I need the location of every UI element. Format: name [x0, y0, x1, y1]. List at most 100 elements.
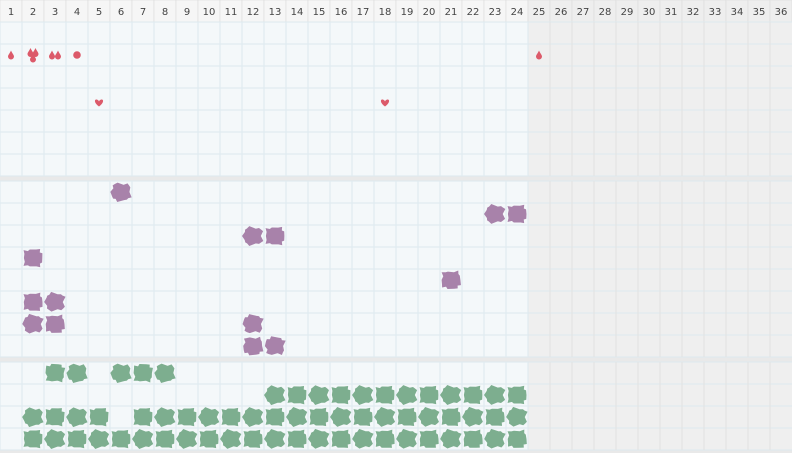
cell-column	[462, 22, 484, 176]
blob-mark	[242, 226, 264, 246]
blob-mark	[286, 407, 308, 427]
cell-column	[704, 22, 726, 176]
section	[0, 180, 792, 358]
cell-column	[132, 22, 154, 176]
blob-mark	[352, 428, 374, 449]
cell-column	[638, 22, 660, 176]
blob-mark	[308, 428, 330, 449]
cell-column	[308, 22, 330, 176]
blob-mark	[287, 386, 307, 405]
blob-mark	[506, 406, 528, 427]
blob-mark	[374, 407, 396, 427]
blob-mark	[440, 385, 462, 405]
blob-mark	[111, 429, 131, 449]
cell-column	[726, 22, 748, 176]
day-label: 20	[423, 7, 436, 18]
blob-mark	[484, 428, 506, 449]
blob-mark	[45, 363, 66, 383]
blob-mark	[353, 407, 373, 427]
blob-mark	[154, 407, 176, 427]
day-label: 7	[140, 7, 146, 18]
blob-mark	[133, 363, 153, 383]
day-label: 27	[577, 7, 590, 18]
cell-column	[374, 22, 396, 176]
section	[0, 21, 792, 177]
blob-mark	[462, 406, 484, 427]
cell-column	[242, 22, 264, 176]
day-label: 5	[96, 7, 102, 18]
cell-column	[330, 22, 352, 176]
blob-mark	[264, 429, 286, 449]
day-label: 15	[313, 7, 326, 18]
cell-column	[44, 22, 66, 176]
cell-column	[154, 22, 176, 176]
blob-mark	[133, 408, 153, 427]
day-label: 9	[184, 7, 190, 18]
cell-column	[66, 22, 88, 176]
day-label: 21	[445, 7, 458, 18]
cell-column	[352, 22, 374, 176]
blob-mark	[23, 430, 43, 449]
cell-column	[264, 22, 286, 176]
drop-mark	[30, 53, 36, 63]
blob-mark	[507, 385, 527, 405]
blob-mark	[265, 407, 285, 427]
day-label: 28	[599, 7, 612, 18]
cell-column	[88, 22, 110, 176]
cell-column	[440, 22, 462, 176]
blob-mark	[440, 428, 462, 449]
blob-mark	[375, 429, 395, 448]
blob-mark	[45, 314, 65, 333]
blob-mark	[331, 386, 351, 405]
blob-mark	[242, 314, 264, 334]
cell-column	[682, 22, 704, 176]
blob-mark	[221, 407, 241, 427]
blob-mark	[418, 407, 440, 427]
day-label: 10	[203, 7, 216, 18]
blob-mark	[352, 385, 374, 405]
day-label: 23	[489, 7, 502, 18]
blob-mark	[132, 429, 154, 449]
blob-mark	[110, 182, 132, 202]
cell-column	[176, 22, 198, 176]
day-label: 11	[225, 7, 238, 18]
blob-mark	[23, 249, 43, 268]
cell-column	[748, 22, 770, 176]
day-label: 1	[8, 7, 14, 18]
cell-column	[572, 22, 594, 176]
blob-mark	[44, 291, 66, 312]
blob-mark	[177, 408, 197, 427]
cell-column	[506, 22, 528, 176]
blob-mark	[45, 408, 65, 427]
blob-mark	[419, 429, 439, 448]
blob-mark	[441, 270, 461, 290]
day-label: 12	[247, 7, 260, 18]
blob-mark	[397, 407, 417, 426]
blob-mark	[243, 336, 264, 356]
blob-mark	[375, 385, 395, 405]
blob-mark	[396, 428, 418, 449]
section	[0, 361, 792, 451]
blob-mark	[243, 429, 263, 448]
blob-mark	[264, 385, 286, 406]
cell-column	[198, 22, 220, 176]
blob-mark	[155, 429, 175, 449]
blob-mark	[66, 407, 88, 428]
blob-mark	[485, 407, 505, 426]
blob-mark	[309, 407, 329, 427]
day-label: 14	[291, 7, 304, 18]
day-label: 22	[467, 7, 480, 18]
heart-mark	[94, 99, 104, 107]
cell-column	[418, 22, 440, 176]
cell-column	[484, 22, 506, 176]
blob-mark	[176, 429, 198, 449]
day-label: 3	[52, 7, 58, 18]
drop-mark	[32, 48, 39, 57]
cell-column	[110, 22, 132, 176]
blob-mark	[66, 363, 88, 383]
blob-mark	[308, 385, 330, 405]
blob-mark	[22, 313, 44, 334]
day-label: 31	[665, 7, 678, 18]
